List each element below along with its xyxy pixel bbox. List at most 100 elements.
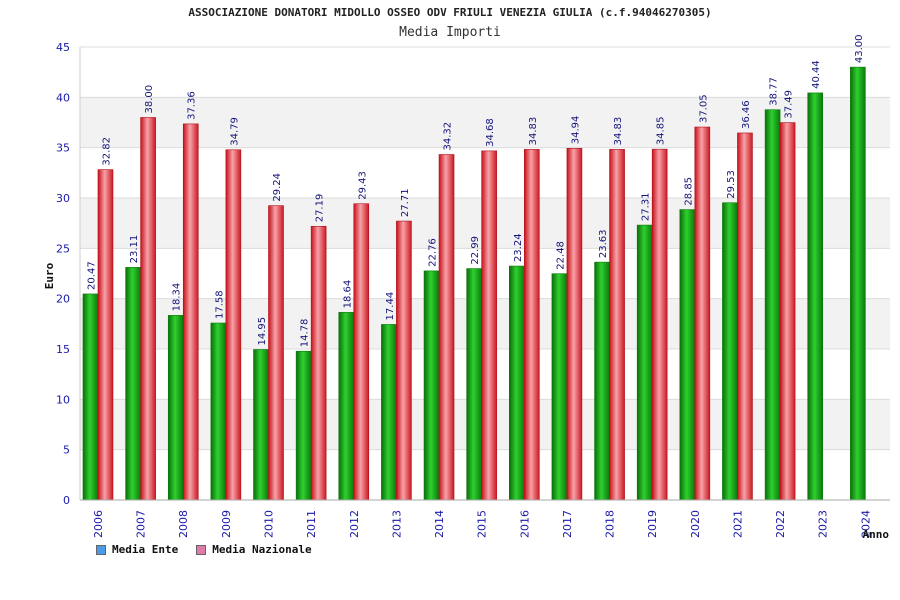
data-label: 23.24 — [513, 233, 524, 262]
x-tick-label: 2015 — [476, 510, 489, 538]
data-label: 38.77 — [769, 77, 780, 106]
x-tick-label: 2019 — [646, 510, 659, 538]
y-tick-label: 45 — [56, 41, 70, 54]
bar-media-ente — [381, 324, 397, 501]
x-tick-label: 2013 — [390, 510, 403, 538]
bar-media-nazionale — [523, 149, 540, 501]
data-label: 37.49 — [784, 90, 795, 119]
y-tick-label: 0 — [63, 494, 70, 507]
data-label: 22.76 — [428, 238, 439, 267]
bar-media-ente — [466, 268, 482, 501]
data-label: 29.43 — [357, 171, 368, 200]
bar-media-nazionale — [651, 148, 668, 501]
x-tick-label: 2024 — [859, 510, 872, 538]
y-tick-label: 20 — [56, 293, 70, 306]
data-label: 14.78 — [300, 319, 311, 348]
y-tick-label: 40 — [56, 91, 70, 104]
data-label: 29.24 — [272, 173, 283, 202]
data-label: 34.94 — [570, 116, 581, 145]
data-label: 38.00 — [144, 85, 155, 114]
x-tick-label: 2017 — [561, 510, 574, 538]
bar-media-nazionale — [566, 147, 583, 501]
x-tick-label: 2021 — [731, 510, 744, 538]
bar-media-ente — [850, 66, 866, 501]
bar-media-ente — [807, 92, 824, 501]
x-tick-label: 2007 — [135, 510, 148, 538]
chart-subtitle: Media Importi — [399, 25, 501, 40]
data-label: 22.48 — [555, 241, 566, 270]
bar-media-ente — [295, 350, 312, 501]
bar-media-nazionale — [694, 126, 711, 501]
bar-media-ente — [679, 209, 696, 501]
bar-media-ente — [508, 265, 525, 501]
data-label: 34.68 — [485, 118, 496, 147]
data-label: 23.11 — [129, 235, 140, 264]
data-label: 43.00 — [854, 34, 865, 63]
x-tick-label: 2014 — [433, 510, 446, 538]
y-axis-title: Euro — [43, 262, 56, 289]
data-label: 34.85 — [656, 117, 667, 146]
y-tick-label: 30 — [56, 192, 70, 205]
bar-media-nazionale — [609, 149, 625, 501]
plot-band — [80, 97, 890, 148]
bar-media-nazionale — [140, 117, 156, 501]
x-tick-label: 2006 — [92, 510, 105, 538]
data-label: 34.83 — [613, 117, 624, 146]
bar-media-ente — [253, 349, 269, 501]
data-label: 29.53 — [726, 170, 737, 199]
y-tick-label: 5 — [63, 444, 70, 457]
data-label: 34.79 — [229, 117, 240, 146]
data-label: 14.95 — [257, 317, 268, 346]
data-label: 34.83 — [528, 117, 539, 146]
y-tick-label: 10 — [56, 393, 70, 406]
y-tick-label: 25 — [56, 242, 70, 255]
x-tick-label: 2012 — [348, 510, 361, 538]
x-tick-label: 2020 — [689, 510, 702, 538]
y-tick-label: 35 — [56, 142, 70, 155]
bar-media-ente — [764, 109, 781, 501]
legend: Media Ente Media Nazionale — [96, 543, 324, 556]
data-label: 23.63 — [598, 229, 609, 258]
data-label: 28.85 — [683, 177, 694, 206]
bar-media-nazionale — [481, 150, 497, 501]
data-label: 32.82 — [101, 137, 112, 166]
bar-media-ente — [125, 267, 141, 501]
bar-media-ente — [551, 273, 568, 501]
data-label: 22.99 — [470, 236, 481, 265]
legend-swatch-media-ente — [96, 544, 106, 555]
bar-media-ente — [594, 261, 610, 501]
x-tick-label: 2018 — [604, 510, 617, 538]
data-label: 37.05 — [698, 94, 709, 123]
bar-media-ente — [82, 293, 99, 501]
data-label: 27.31 — [641, 192, 652, 221]
data-label: 27.71 — [400, 188, 411, 217]
x-tick-label: 2023 — [817, 510, 830, 538]
legend-item-media-nazionale: Media Nazionale — [196, 543, 312, 556]
bar-media-nazionale — [353, 203, 370, 501]
x-tick-label: 2008 — [177, 510, 190, 538]
bar-media-nazionale — [438, 154, 455, 501]
x-tick-label: 2022 — [774, 510, 787, 538]
bar-media-nazionale — [182, 123, 199, 501]
x-tick-label: 2010 — [263, 510, 276, 538]
x-tick-label: 2016 — [518, 510, 531, 538]
data-label: 20.47 — [86, 261, 97, 290]
legend-swatch-media-nazionale — [196, 544, 207, 555]
x-tick-label: 2011 — [305, 510, 318, 538]
bar-media-nazionale — [779, 122, 796, 501]
bar-media-nazionale — [737, 132, 753, 501]
data-label: 37.36 — [187, 91, 198, 120]
data-label: 18.34 — [172, 283, 183, 312]
bar-media-nazionale — [97, 169, 114, 501]
data-labels: 20.47 32.82 23.11 38.00 18.34 37.36 17.58 34.79… — [86, 34, 864, 347]
data-label: 27.19 — [315, 194, 326, 223]
y-tick-label: 15 — [56, 343, 70, 356]
data-label: 18.64 — [342, 280, 353, 309]
bar-media-ente — [636, 224, 653, 501]
data-label: 34.32 — [443, 122, 454, 151]
x-axis-title: Anno — [863, 528, 890, 541]
bar-media-ente — [423, 270, 440, 501]
bar-media-nazionale — [310, 225, 327, 501]
legend-label-media-nazionale: Media Nazionale — [212, 543, 312, 556]
axes: 0 5 10 15 20 25 30 35 40 45 2006 2007 2008 2009 2010 20… — [43, 41, 890, 541]
